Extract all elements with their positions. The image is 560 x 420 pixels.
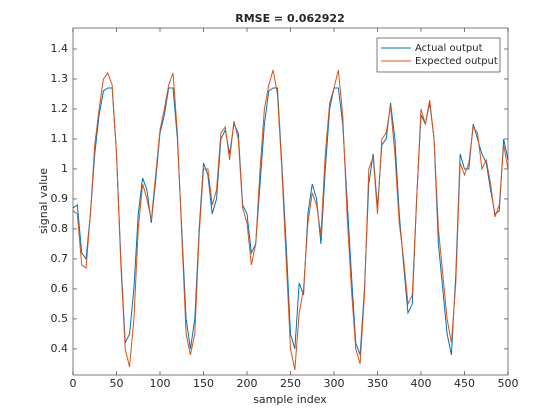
x-tick-label: 400 bbox=[411, 377, 432, 390]
y-tick-label: 1.3 bbox=[51, 72, 69, 85]
x-tick-label: 150 bbox=[193, 377, 214, 390]
x-axis-label: sample index bbox=[253, 393, 327, 406]
x-tick-label: 500 bbox=[498, 377, 519, 390]
y-tick-label: 0.6 bbox=[51, 282, 69, 295]
plot-area bbox=[73, 28, 508, 375]
axes-box bbox=[72, 27, 509, 376]
x-tick-label: 450 bbox=[454, 377, 475, 390]
x-tick-label: 350 bbox=[367, 377, 388, 390]
x-tick-label: 300 bbox=[324, 377, 345, 390]
legend-box bbox=[376, 37, 501, 73]
y-tick-label: 0.9 bbox=[51, 192, 69, 205]
y-tick-label: 0.5 bbox=[51, 312, 69, 325]
data-line bbox=[72, 69, 509, 371]
x-tick-label: 200 bbox=[237, 377, 258, 390]
x-tick-label: 250 bbox=[280, 377, 301, 390]
y-tick-label: 0.8 bbox=[51, 222, 69, 235]
y-tick-label: 0.7 bbox=[51, 252, 69, 265]
chart-title: RMSE = 0.062922 bbox=[235, 12, 344, 25]
y-tick-label: 0.4 bbox=[51, 342, 69, 355]
y-tick-label: 1.2 bbox=[51, 102, 69, 115]
x-tick-label: 0 bbox=[70, 377, 77, 390]
y-axis-label: signal value bbox=[37, 168, 50, 234]
y-tick-label: 1.4 bbox=[51, 42, 69, 55]
y-tick-label: 1.1 bbox=[51, 132, 69, 145]
y-tick-label: 1 bbox=[61, 162, 68, 175]
legend-label: Expected output bbox=[415, 56, 498, 67]
x-tick-label: 100 bbox=[150, 377, 171, 390]
legend-label: Actual output bbox=[415, 43, 483, 54]
x-tick-label: 50 bbox=[110, 377, 124, 390]
